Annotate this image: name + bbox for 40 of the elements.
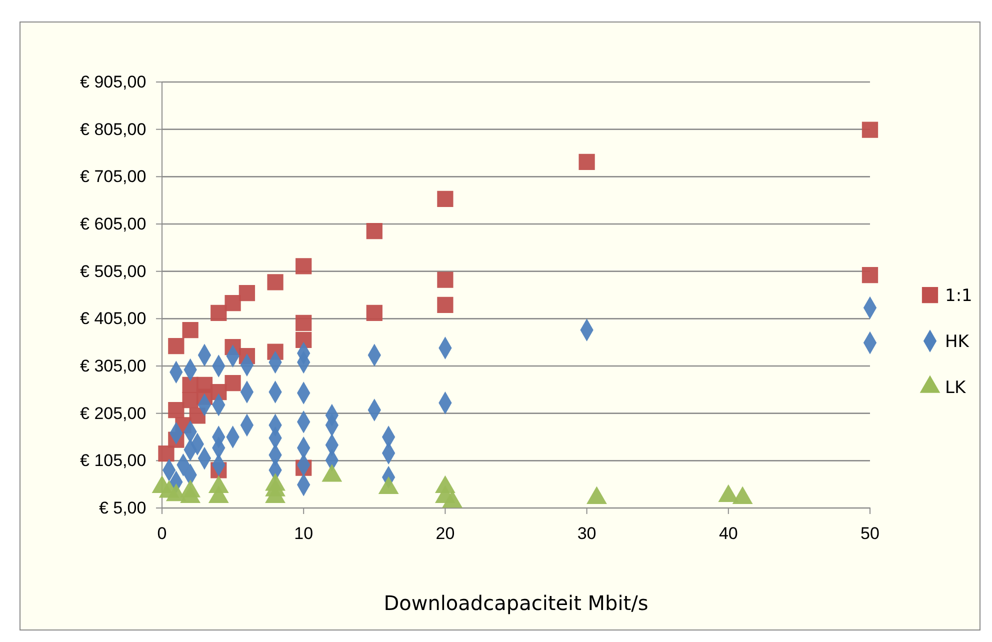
point [238,285,256,302]
y-tick-label: € 205,00 [80,404,146,423]
point [366,304,382,322]
point [210,304,227,322]
x-tick-label: 10 [294,524,314,544]
x-tick-label: 30 [577,524,596,544]
point [862,267,878,284]
x-tick-label: 50 [860,524,880,544]
legend-label: 1:1 [945,286,972,306]
point [296,332,312,348]
point [437,272,454,288]
x-axis-title: Downloadcapaciteit Mbit/s [384,591,648,615]
point [437,190,454,207]
y-tick-label: € 705,00 [80,167,146,186]
x-tick-label: 40 [718,524,738,544]
point [224,294,241,312]
y-tick-label: € 805,00 [80,120,146,139]
y-tick-label: € 605,00 [80,214,146,234]
point [267,274,284,290]
legend-label: HK [945,332,970,352]
x-tick-label: 0 [157,524,167,544]
y-tick-label: € 105,00 [80,451,146,470]
point [296,314,312,331]
y-tick-label: € 405,00 [80,309,146,328]
point [366,223,382,240]
y-tick-label: € 5,00 [98,498,146,518]
point [158,446,174,462]
point [168,402,184,418]
legend-label: LK [945,378,966,398]
point [182,322,198,338]
point [296,258,312,274]
y-tick-label: € 305,00 [80,356,146,376]
y-tick-label: € 505,00 [80,262,146,281]
y-tick-label: € 905,00 [80,72,146,92]
point [168,338,184,354]
point [862,122,878,138]
point [437,296,454,314]
point [224,374,241,392]
x-tick-label: 20 [436,524,455,544]
point [578,154,595,170]
